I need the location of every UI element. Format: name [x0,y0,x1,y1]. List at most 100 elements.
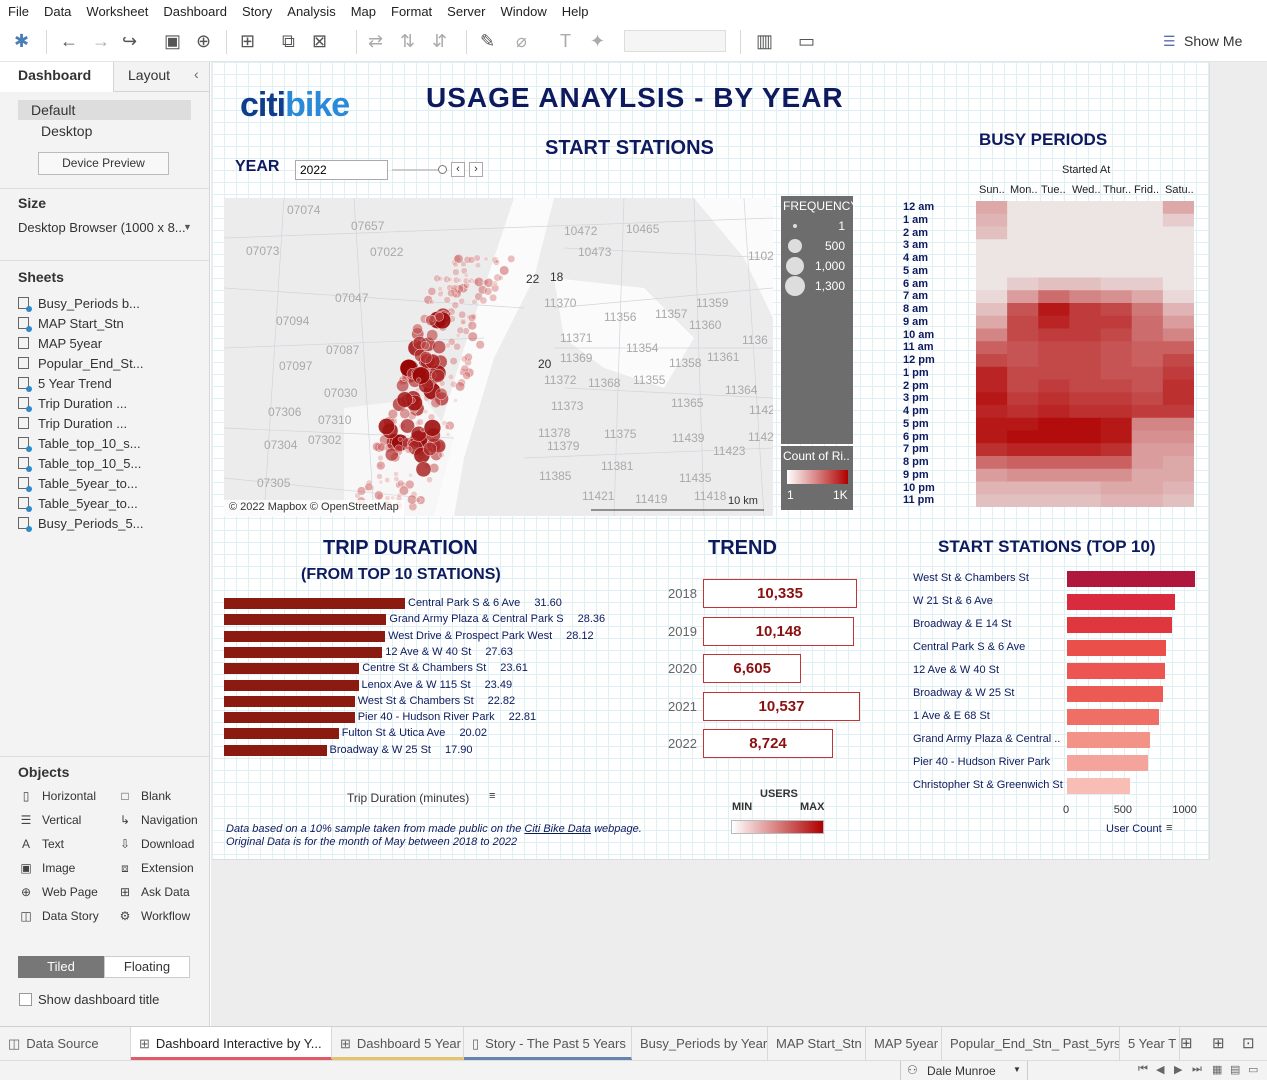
trend-value-box[interactable]: 6,605 [703,654,802,683]
sheet-tab[interactable]: ⊞ Dashboard 5 Year [332,1027,464,1060]
heatmap-cell[interactable] [1100,354,1133,368]
heatmap-cell[interactable] [1069,226,1102,240]
heatmap-cell[interactable] [1131,341,1164,355]
station-dot[interactable] [430,397,442,409]
new-datasource-icon[interactable]: ⊕ [196,31,212,51]
station-dot[interactable] [437,286,443,292]
object-navigation[interactable]: ↳ Navigation [117,813,198,827]
start-stations-map[interactable]: 07074 07657 10472 10465 07073 07022 10473 1102 1… [224,198,773,516]
heatmap-cell[interactable] [976,405,1008,419]
station-dot[interactable] [445,421,455,431]
station-dot[interactable] [422,441,437,456]
station-dot[interactable] [456,326,465,335]
heatmap-cell[interactable] [976,481,1008,495]
sheet-tab[interactable]: MAP Start_Stn [768,1027,866,1060]
heatmap-cell[interactable] [1007,277,1039,291]
station-dot[interactable] [471,298,478,305]
heatmap-cell[interactable] [1038,264,1070,278]
heatmap-cell[interactable] [1131,443,1164,457]
station-dot[interactable] [460,319,466,325]
station-dot[interactable] [407,494,417,505]
heatmap-cell[interactable] [1131,379,1164,393]
heatmap-cell[interactable] [1038,366,1070,380]
heatmap-cell[interactable] [1162,392,1194,406]
heatmap-cell[interactable] [1162,315,1194,329]
station-dot[interactable] [462,371,471,380]
heatmap-cell[interactable] [1038,252,1070,266]
show-me-button[interactable]: Show Me [1184,33,1243,49]
object-text[interactable]: A Text [18,837,64,851]
sheet-item[interactable]: MAP 5year [18,336,102,351]
station-dot[interactable] [404,445,413,454]
station-dot[interactable] [467,320,477,331]
heatmap-cell[interactable] [976,417,1008,431]
heatmap-cell[interactable] [1131,201,1164,215]
heatmap-cell[interactable] [1131,481,1164,495]
heatmap-cell[interactable] [1069,303,1102,317]
heatmap-cell[interactable] [1131,315,1164,329]
grid-view-icon[interactable]: ▦ [1212,1064,1223,1076]
station-dot[interactable] [398,485,409,496]
floating-button[interactable]: Floating [104,956,190,978]
heatmap-cell[interactable] [1100,456,1133,470]
station-dot[interactable] [401,375,408,382]
heatmap-cell[interactable] [1007,201,1039,215]
heatmap-cell[interactable] [1038,481,1070,495]
heatmap-cell[interactable] [1038,468,1070,482]
heatmap-cell[interactable] [976,366,1008,380]
station-dot[interactable] [414,420,421,427]
heatmap-cell[interactable] [1069,201,1102,215]
heatmap-cell[interactable] [1131,468,1164,482]
heatmap-cell[interactable] [1007,226,1039,240]
object-data-story[interactable]: ◫ Data Story [18,909,98,923]
sheet-item[interactable]: Busy_Periods_5... [18,516,144,532]
prev-page-icon[interactable]: ◀ [1156,1064,1165,1076]
heatmap-cell[interactable] [1131,392,1164,406]
heatmap-cell[interactable] [1069,354,1102,368]
heatmap-cell[interactable] [976,379,1008,393]
menu-item-server[interactable]: Server [447,3,486,19]
heatmap-cell[interactable] [1038,405,1070,419]
year-slider-track[interactable] [392,169,442,171]
top10-bar[interactable] [1067,663,1165,679]
station-dot[interactable] [458,310,467,319]
station-dot[interactable] [447,276,453,283]
station-dot[interactable] [356,486,366,496]
heatmap-cell[interactable] [1162,226,1194,240]
heatmap-cell[interactable] [1007,468,1039,482]
station-dot[interactable] [420,340,430,350]
heatmap-cell[interactable] [1100,315,1133,329]
heatmap-cell[interactable] [1131,430,1164,444]
tableau-logo-icon[interactable]: ✱ [14,31,30,51]
station-dot[interactable] [479,296,488,305]
station-dot[interactable] [425,314,437,326]
heatmap-cell[interactable] [1162,405,1194,419]
heatmap-cell[interactable] [1100,226,1133,240]
sheet-tab[interactable]: Popular_End_Stn_ Past_5yrs [942,1027,1120,1060]
station-dot[interactable] [460,355,468,363]
first-page-icon[interactable]: ⏮ [1138,1063,1148,1075]
heatmap-cell[interactable] [976,494,1008,507]
heatmap-cell[interactable] [1131,213,1164,227]
heatmap-cell[interactable] [1100,494,1133,507]
station-dot[interactable] [431,368,446,383]
station-dot[interactable] [507,255,516,263]
heatmap-cell[interactable] [1069,290,1102,304]
station-dot[interactable] [369,485,375,491]
heatmap-cell[interactable] [976,226,1008,240]
top10-bar[interactable] [1067,709,1159,725]
last-page-icon[interactable]: ⏭ [1192,1063,1202,1075]
heatmap-cell[interactable] [1007,417,1039,431]
heatmap-cell[interactable] [1100,392,1133,406]
station-dot[interactable] [399,408,411,419]
heatmap-cell[interactable] [1038,290,1070,304]
heatmap-cell[interactable] [1162,443,1194,457]
station-dot[interactable] [484,287,493,296]
station-dot[interactable] [416,377,422,383]
heatmap-cell[interactable] [976,239,1008,253]
heatmap-cell[interactable] [1162,366,1194,380]
heatmap-cell[interactable] [1038,277,1070,291]
highlight-icon[interactable]: ✎ [480,31,496,51]
heatmap-cell[interactable] [1038,379,1070,393]
menu-item-worksheet[interactable]: Worksheet [86,3,149,19]
